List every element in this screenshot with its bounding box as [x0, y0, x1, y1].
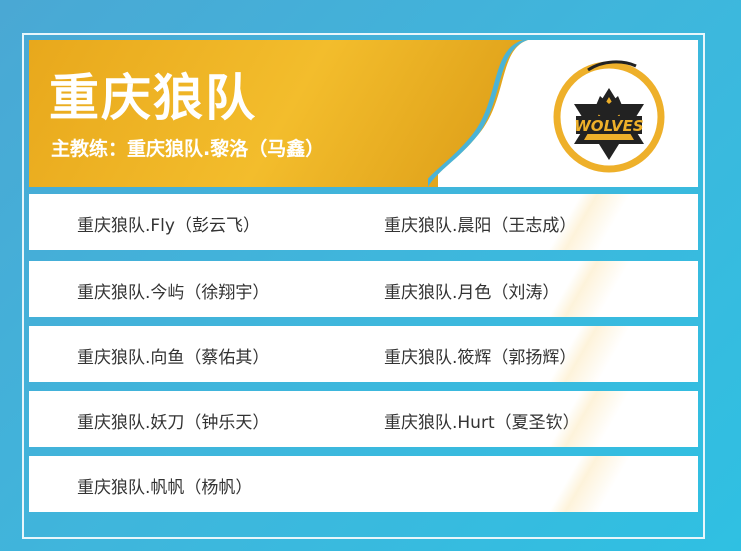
head-coach: 主教练：重庆狼队.黎洛（马鑫）: [51, 138, 325, 160]
player-name: 重庆狼队.今屿（徐翔宇）: [77, 283, 270, 303]
team-title: 重庆狼队: [49, 69, 257, 127]
wolves-logo-icon: WOLVES: [553, 60, 665, 173]
svg-text:WOLVES: WOLVES: [574, 117, 643, 135]
player-name: 重庆狼队.Hurt（夏圣钦）: [384, 413, 580, 433]
player-name: 重庆狼队.晨阳（王志成）: [384, 216, 577, 236]
player-name: 重庆狼队.Fly（彭云飞）: [77, 216, 260, 236]
player-row: 重庆狼队.Fly（彭云飞） 重庆狼队.晨阳（王志成）: [29, 194, 698, 250]
player-name: 重庆狼队.筱辉（郭扬辉）: [384, 348, 577, 368]
player-row: 重庆狼队.帆帆（杨帆）: [29, 456, 698, 512]
player-row: 重庆狼队.向鱼（蔡佑其） 重庆狼队.筱辉（郭扬辉）: [29, 326, 698, 382]
player-row: 重庆狼队.今屿（徐翔宇） 重庆狼队.月色（刘涛）: [29, 261, 698, 317]
player-name: 重庆狼队.月色（刘涛）: [384, 283, 560, 303]
team-header: 重庆狼队 主教练：重庆狼队.黎洛（马鑫）: [29, 40, 698, 187]
player-name: 重庆狼队.向鱼（蔡佑其）: [77, 348, 270, 368]
card-frame: [22, 33, 705, 539]
player-name: 重庆狼队.帆帆（杨帆）: [77, 478, 253, 498]
player-name: 重庆狼队.妖刀（钟乐天）: [77, 413, 270, 433]
player-row: 重庆狼队.妖刀（钟乐天） 重庆狼队.Hurt（夏圣钦）: [29, 391, 698, 447]
